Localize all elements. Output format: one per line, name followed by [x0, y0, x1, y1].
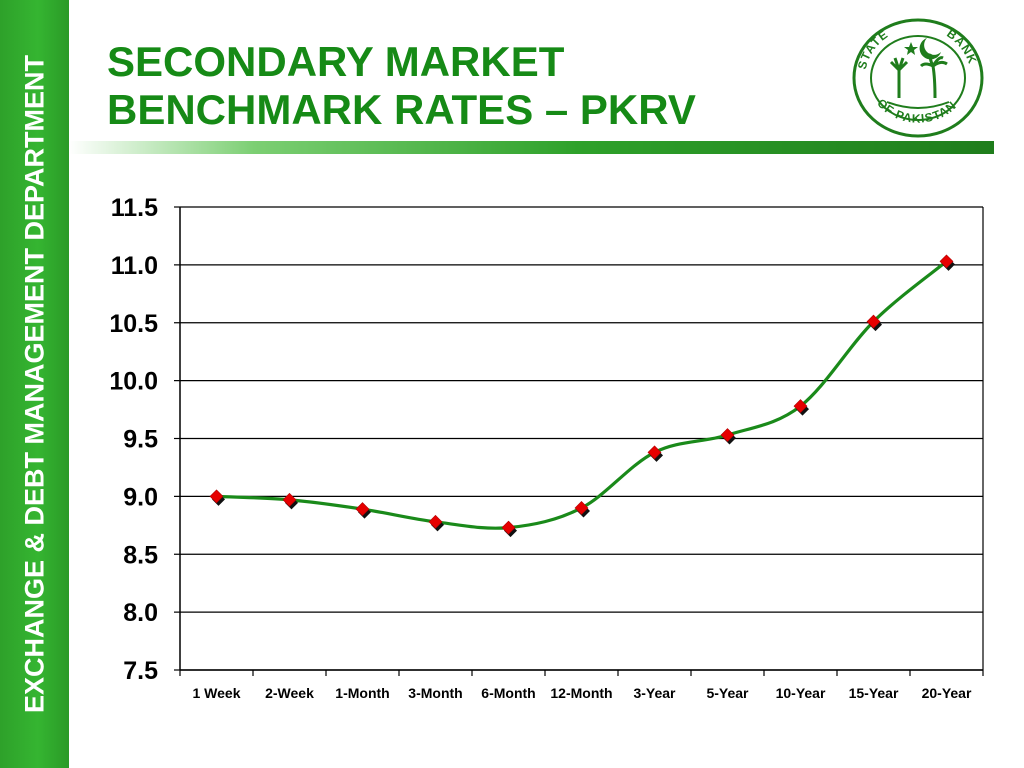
x-tick-label: 1 Week [193, 685, 241, 701]
data-point [574, 501, 589, 515]
series-line [216, 260, 948, 530]
state-bank-seal-icon: STATE BANK OF PAKISTAN [852, 18, 984, 138]
data-point [793, 399, 808, 414]
y-tick-label: 9.5 [123, 426, 158, 454]
x-tick-label: 1-Month [335, 685, 389, 701]
y-tick-label: 11.5 [111, 194, 158, 222]
data-point [939, 254, 954, 269]
x-tick-label: 2-Week [265, 685, 314, 701]
series-pkrv [209, 254, 955, 538]
sidebar: EXCHANGE & DEBT MANAGEMENT DEPARTMENT [0, 0, 69, 768]
data-point [647, 445, 662, 460]
y-tick-labels: 7.5 8.0 8.5 9.0 9.5 10.0 10.5 11.0 11.5 [109, 194, 158, 685]
data-point [428, 514, 443, 529]
title-divider [69, 141, 994, 154]
x-tick-label: 10-Year [776, 685, 826, 701]
x-tick-label: 15-Year [849, 685, 899, 701]
grid-lines [180, 206, 983, 671]
y-tick-label: 7.5 [123, 657, 158, 685]
x-tick-labels: 1 Week 2-Week 1-Month 3-Month 6-Month 12-Mont… [193, 685, 972, 701]
data-point [355, 502, 370, 517]
x-tick-label: 20-Year [922, 685, 972, 701]
x-tick-label: 6-Month [481, 685, 535, 701]
y-tick-label: 11.0 [111, 252, 158, 280]
page-title-line-2: BENCHMARK RATES – PKRV [107, 86, 696, 133]
x-tick-label: 3-Year [633, 685, 676, 701]
page-title: SECONDARY MARKET BENCHMARK RATES – PKRV [107, 38, 696, 134]
x-tick-label: 3-Month [408, 685, 462, 701]
y-tick-label: 8.0 [123, 599, 158, 627]
y-tick-label: 10.5 [109, 310, 158, 338]
y-tick-label: 9.0 [123, 483, 158, 511]
data-point [866, 314, 881, 329]
data-point [209, 489, 224, 504]
x-tick-label: 5-Year [706, 685, 749, 701]
y-tick-label: 8.5 [123, 541, 158, 569]
data-point [501, 520, 516, 535]
data-point [282, 492, 297, 507]
axes [174, 206, 984, 676]
data-point [720, 428, 735, 442]
x-tick-label: 12-Month [550, 685, 612, 701]
y-tick-label: 10.0 [109, 368, 158, 396]
page-title-line-1: SECONDARY MARKET [107, 38, 565, 85]
